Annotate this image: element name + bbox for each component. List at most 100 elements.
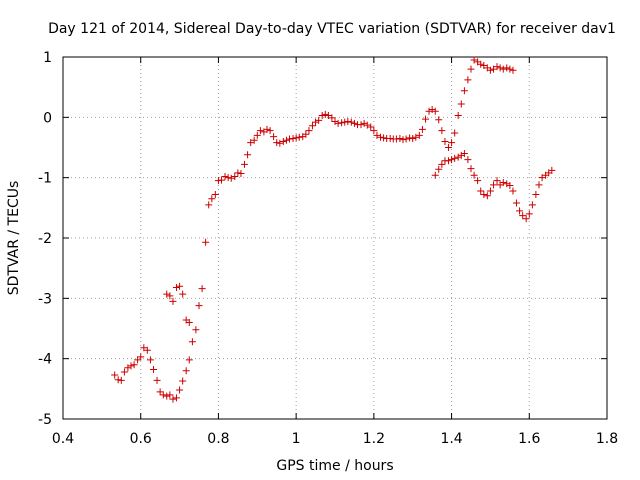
data-point: [282, 136, 290, 144]
data-point: [409, 134, 417, 142]
data-point: [503, 180, 511, 188]
data-points: [111, 56, 556, 403]
y-tick-label: -1: [38, 171, 52, 187]
data-point: [137, 353, 145, 361]
data-point: [224, 174, 232, 182]
data-point: [237, 169, 245, 177]
data-point: [386, 134, 394, 142]
axis-ticks: [62, 56, 608, 420]
data-point: [480, 191, 488, 199]
data-point: [347, 118, 355, 126]
data-point: [188, 338, 196, 346]
data-point: [344, 118, 352, 126]
data-point: [334, 119, 342, 127]
data-point: [373, 131, 381, 139]
x-tick-label: 1.4: [440, 431, 462, 447]
y-tick-label: -4: [38, 352, 52, 368]
data-point: [195, 302, 203, 310]
data-point: [457, 100, 465, 108]
x-tick-label: 1.8: [596, 431, 618, 447]
data-point: [176, 282, 184, 290]
data-point: [279, 137, 287, 145]
data-point: [244, 151, 252, 159]
data-point: [435, 116, 443, 124]
data-point: [150, 366, 158, 374]
data-point: [535, 181, 543, 189]
data-point: [438, 160, 446, 168]
data-point: [499, 178, 507, 186]
data-point: [451, 129, 459, 137]
data-point: [117, 376, 125, 384]
data-point: [312, 118, 320, 126]
data-point: [422, 115, 430, 123]
x-tick-label: 1.6: [518, 431, 540, 447]
data-point: [253, 131, 261, 139]
data-point: [493, 63, 501, 71]
data-point: [185, 356, 193, 364]
data-point: [435, 165, 443, 173]
data-point: [227, 174, 235, 182]
data-point: [308, 122, 316, 130]
data-point: [360, 119, 368, 127]
x-axis-label: GPS time / hours: [276, 458, 393, 474]
data-point: [146, 356, 154, 364]
data-point: [302, 130, 310, 138]
x-tick-label: 0.6: [130, 431, 152, 447]
data-point: [425, 107, 433, 115]
data-point: [315, 116, 323, 124]
data-point: [134, 356, 142, 364]
data-point: [512, 199, 520, 207]
data-point: [192, 326, 200, 334]
data-point: [172, 283, 180, 291]
data-point: [166, 391, 174, 399]
data-point: [474, 177, 482, 185]
data-point: [448, 156, 456, 164]
data-point: [506, 65, 514, 73]
data-point: [198, 285, 206, 293]
data-point: [211, 191, 219, 199]
data-point: [486, 66, 494, 74]
data-point: [370, 127, 378, 135]
data-point: [441, 137, 449, 145]
data-point: [532, 191, 540, 199]
y-axis-label: SDTVAR / TECUs: [6, 181, 22, 296]
data-point: [509, 66, 517, 74]
data-point: [399, 136, 407, 144]
data-point: [431, 171, 439, 179]
data-point: [266, 127, 274, 135]
data-point: [357, 121, 365, 129]
data-point: [153, 376, 161, 384]
data-point: [412, 133, 420, 141]
data-point: [493, 177, 501, 185]
data-point: [331, 118, 339, 126]
data-point: [363, 121, 371, 129]
data-point: [467, 65, 475, 73]
data-point: [490, 181, 498, 189]
data-point: [120, 368, 128, 376]
data-point: [328, 114, 336, 122]
data-point: [273, 139, 281, 147]
data-point: [169, 297, 177, 305]
data-point: [548, 166, 556, 174]
data-point: [124, 364, 132, 372]
y-tick-label: 0: [43, 110, 52, 126]
data-point: [367, 123, 375, 131]
data-point: [305, 127, 313, 135]
data-point: [250, 136, 258, 144]
data-point: [111, 371, 119, 379]
y-tick-label: 1: [43, 50, 52, 66]
data-point: [448, 139, 456, 147]
data-point: [380, 134, 388, 142]
data-point: [276, 139, 284, 147]
y-tick-label: -2: [38, 231, 52, 247]
data-point: [503, 64, 511, 72]
data-point: [218, 176, 226, 184]
data-point: [127, 362, 135, 370]
data-point: [415, 131, 423, 139]
data-point: [483, 192, 491, 200]
x-tick-label: 1: [292, 431, 301, 447]
data-point: [321, 110, 329, 118]
data-point: [470, 171, 478, 179]
data-point: [159, 391, 167, 399]
data-point: [525, 210, 533, 218]
